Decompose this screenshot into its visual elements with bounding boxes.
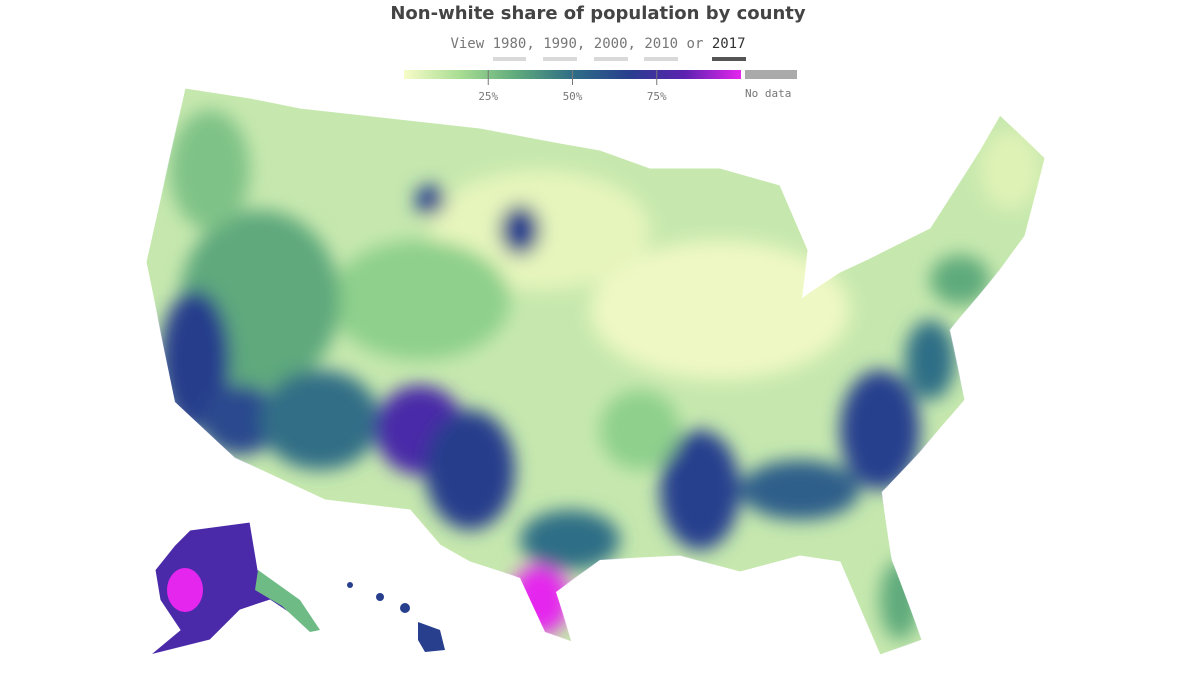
tick-label: 25% — [478, 90, 498, 103]
alaska-region — [167, 568, 203, 612]
county-shading — [160, 110, 1040, 640]
legend: 25% 50% 75% No data — [404, 70, 797, 103]
tick-label: 75% — [647, 90, 667, 103]
separator: , — [576, 36, 586, 52]
separator: , — [627, 36, 636, 52]
year-option[interactable]: 1990 — [543, 36, 577, 61]
alaska-southeast — [255, 570, 320, 632]
year-option[interactable]: 1980 — [492, 36, 527, 61]
year-option[interactable]: 2010 — [644, 36, 679, 61]
year-option[interactable]: 2000 — [593, 36, 628, 61]
view-label: View — [450, 36, 485, 52]
no-data-swatch — [745, 70, 797, 79]
tick-label: 50% — [563, 90, 583, 103]
separator: , — [526, 36, 535, 52]
year-option[interactable]: 2017 — [711, 36, 746, 61]
no-data-label: No data — [745, 87, 791, 100]
map — [145, 87, 1046, 656]
year-controls: View 1980, 1990, 2000, 2010 or 2017 — [0, 36, 1196, 61]
conjunction: or — [686, 36, 704, 52]
title: Non-white share of population by county — [390, 3, 806, 24]
hawaii — [347, 582, 445, 652]
